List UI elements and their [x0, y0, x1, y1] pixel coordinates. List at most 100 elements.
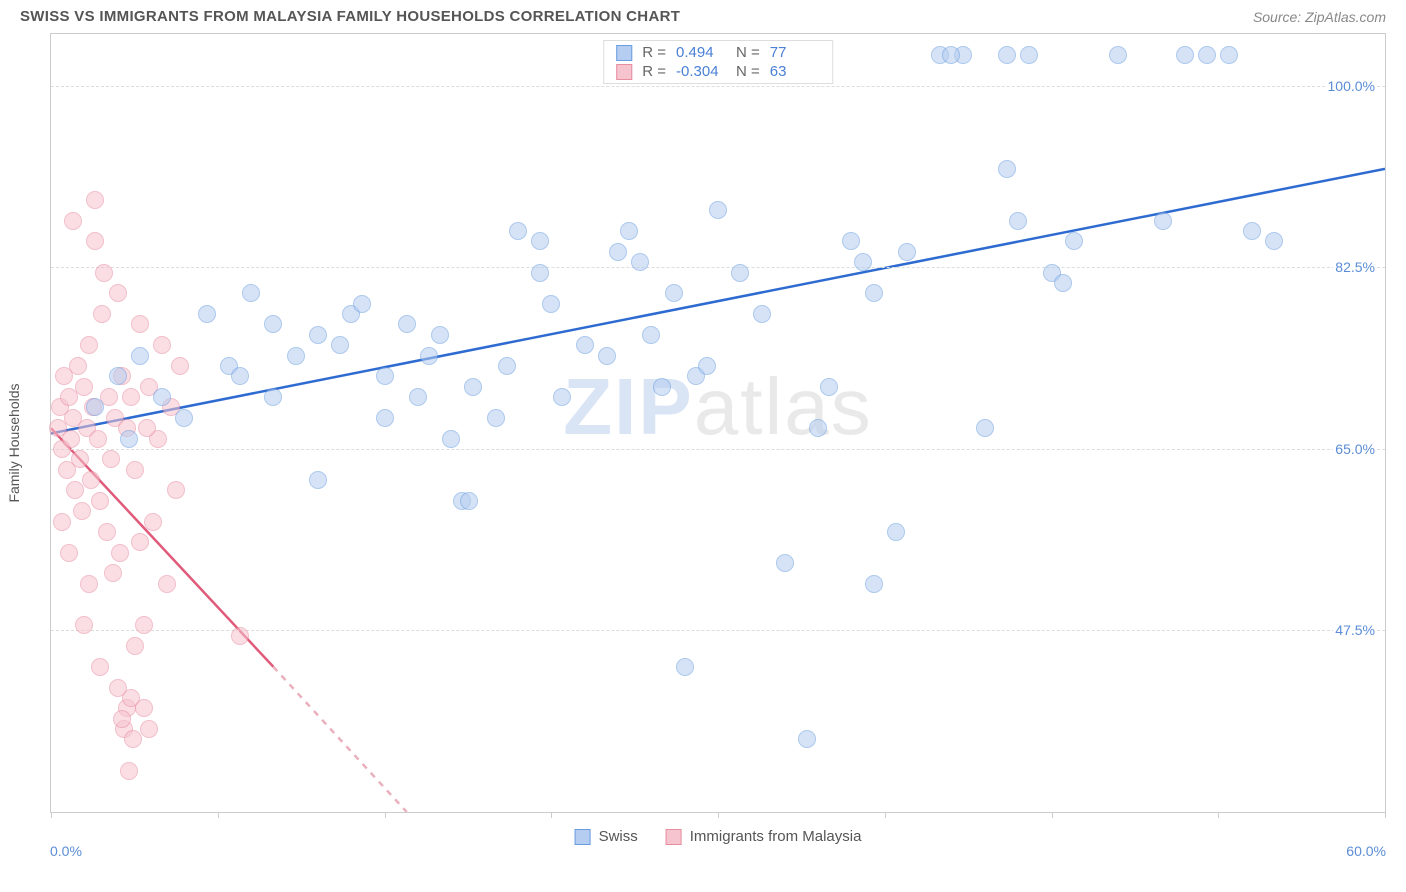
data-point-malaysia	[126, 637, 144, 655]
data-point-swiss	[1176, 46, 1194, 64]
data-point-swiss	[542, 295, 560, 313]
data-point-malaysia	[93, 305, 111, 323]
data-point-malaysia	[120, 762, 138, 780]
data-point-swiss	[376, 409, 394, 427]
x-axis-start-label: 0.0%	[50, 843, 82, 859]
data-point-malaysia	[64, 212, 82, 230]
data-point-swiss	[509, 222, 527, 240]
data-point-malaysia	[131, 315, 149, 333]
data-point-malaysia	[91, 492, 109, 510]
x-axis-end-label: 60.0%	[1346, 843, 1386, 859]
stats-row-swiss: R = 0.494 N = 77	[604, 43, 832, 62]
data-point-malaysia	[98, 523, 116, 541]
n-label: N =	[736, 63, 760, 80]
data-point-swiss	[409, 388, 427, 406]
swatch-blue-icon	[575, 829, 591, 845]
data-point-swiss	[1198, 46, 1216, 64]
data-point-malaysia	[153, 336, 171, 354]
data-point-swiss	[309, 471, 327, 489]
data-point-swiss	[598, 347, 616, 365]
data-point-swiss	[798, 730, 816, 748]
data-point-swiss	[420, 347, 438, 365]
data-point-malaysia	[86, 232, 104, 250]
data-point-swiss	[976, 419, 994, 437]
data-point-swiss	[609, 243, 627, 261]
data-point-swiss	[309, 326, 327, 344]
data-point-malaysia	[86, 191, 104, 209]
data-point-swiss	[676, 658, 694, 676]
data-point-swiss	[776, 554, 794, 572]
data-point-swiss	[842, 232, 860, 250]
data-point-swiss	[287, 347, 305, 365]
data-point-malaysia	[69, 357, 87, 375]
data-point-swiss	[998, 46, 1016, 64]
data-point-swiss	[865, 575, 883, 593]
data-point-malaysia	[75, 378, 93, 396]
x-tick	[1052, 812, 1053, 818]
r-value-swiss: 0.494	[676, 44, 726, 61]
gridline	[51, 449, 1385, 450]
data-point-swiss	[86, 398, 104, 416]
legend: Swiss Immigrants from Malaysia	[575, 828, 862, 845]
legend-item-malaysia: Immigrants from Malaysia	[666, 828, 862, 845]
data-point-swiss	[865, 284, 883, 302]
data-point-malaysia	[124, 730, 142, 748]
n-label: N =	[736, 44, 760, 61]
data-point-swiss	[1009, 212, 1027, 230]
data-point-malaysia	[144, 513, 162, 531]
y-tick-label: 100.0%	[1326, 78, 1377, 94]
data-point-malaysia	[82, 471, 100, 489]
legend-item-swiss: Swiss	[575, 828, 638, 845]
data-point-swiss	[264, 315, 282, 333]
data-point-swiss	[854, 253, 872, 271]
data-point-swiss	[120, 430, 138, 448]
x-tick	[218, 812, 219, 818]
data-point-malaysia	[60, 544, 78, 562]
data-point-malaysia	[131, 533, 149, 551]
swatch-pink-icon	[666, 829, 682, 845]
stats-row-malaysia: R = -0.304 N = 63	[604, 62, 832, 81]
data-point-swiss	[753, 305, 771, 323]
y-tick-label: 82.5%	[1333, 259, 1377, 275]
correlation-stats-box: R = 0.494 N = 77 R = -0.304 N = 63	[603, 40, 833, 84]
data-point-swiss	[576, 336, 594, 354]
data-point-swiss	[653, 378, 671, 396]
trend-lines	[51, 34, 1385, 812]
data-point-swiss	[942, 46, 960, 64]
data-point-swiss	[398, 315, 416, 333]
data-point-swiss	[898, 243, 916, 261]
data-point-swiss	[242, 284, 260, 302]
data-point-swiss	[153, 388, 171, 406]
data-point-malaysia	[109, 679, 127, 697]
data-point-swiss	[487, 409, 505, 427]
data-point-malaysia	[102, 450, 120, 468]
data-point-swiss	[887, 523, 905, 541]
data-point-malaysia	[126, 461, 144, 479]
r-label: R =	[642, 44, 666, 61]
data-point-swiss	[431, 326, 449, 344]
plot-area: ZIPatlas R = 0.494 N = 77 R = -0.304 N =…	[50, 33, 1386, 813]
data-point-swiss	[731, 264, 749, 282]
data-point-swiss	[709, 201, 727, 219]
n-value-swiss: 77	[770, 44, 820, 61]
data-point-swiss	[109, 367, 127, 385]
data-point-swiss	[1020, 46, 1038, 64]
gridline	[51, 86, 1385, 87]
data-point-malaysia	[109, 284, 127, 302]
data-point-swiss	[665, 284, 683, 302]
x-tick	[718, 812, 719, 818]
x-tick	[385, 812, 386, 818]
data-point-malaysia	[113, 710, 131, 728]
data-point-swiss	[460, 492, 478, 510]
y-axis-title: Family Households	[6, 383, 22, 502]
x-tick	[1385, 812, 1386, 818]
data-point-malaysia	[140, 720, 158, 738]
data-point-swiss	[531, 264, 549, 282]
data-point-malaysia	[91, 658, 109, 676]
data-point-swiss	[331, 336, 349, 354]
watermark-atlas: atlas	[694, 362, 873, 451]
swatch-blue-icon	[616, 45, 632, 61]
data-point-swiss	[231, 367, 249, 385]
chart-container: Family Households ZIPatlas R = 0.494 N =…	[50, 33, 1386, 853]
data-point-swiss	[1065, 232, 1083, 250]
